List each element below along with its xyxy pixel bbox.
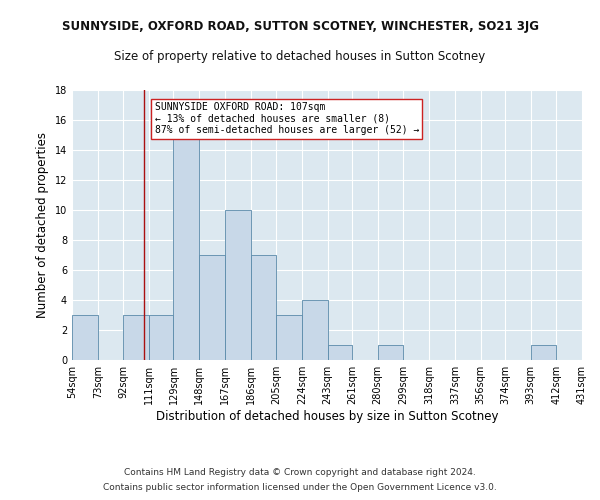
Text: SUNNYSIDE, OXFORD ROAD, SUTTON SCOTNEY, WINCHESTER, SO21 3JG: SUNNYSIDE, OXFORD ROAD, SUTTON SCOTNEY, … <box>62 20 539 33</box>
Bar <box>199 255 225 360</box>
Bar <box>124 315 149 360</box>
Bar <box>328 345 352 360</box>
Bar <box>530 345 556 360</box>
Text: Contains HM Land Registry data © Crown copyright and database right 2024.: Contains HM Land Registry data © Crown c… <box>124 468 476 477</box>
Bar <box>173 135 199 360</box>
Y-axis label: Number of detached properties: Number of detached properties <box>36 132 49 318</box>
Bar <box>72 315 98 360</box>
Bar <box>302 300 328 360</box>
Bar <box>149 315 173 360</box>
Text: Size of property relative to detached houses in Sutton Scotney: Size of property relative to detached ho… <box>115 50 485 63</box>
Bar <box>225 210 251 360</box>
Text: Contains public sector information licensed under the Open Government Licence v3: Contains public sector information licen… <box>103 483 497 492</box>
Bar <box>378 345 403 360</box>
Bar <box>251 255 276 360</box>
X-axis label: Distribution of detached houses by size in Sutton Scotney: Distribution of detached houses by size … <box>156 410 498 423</box>
Text: SUNNYSIDE OXFORD ROAD: 107sqm
← 13% of detached houses are smaller (8)
87% of se: SUNNYSIDE OXFORD ROAD: 107sqm ← 13% of d… <box>155 102 419 135</box>
Bar <box>276 315 302 360</box>
